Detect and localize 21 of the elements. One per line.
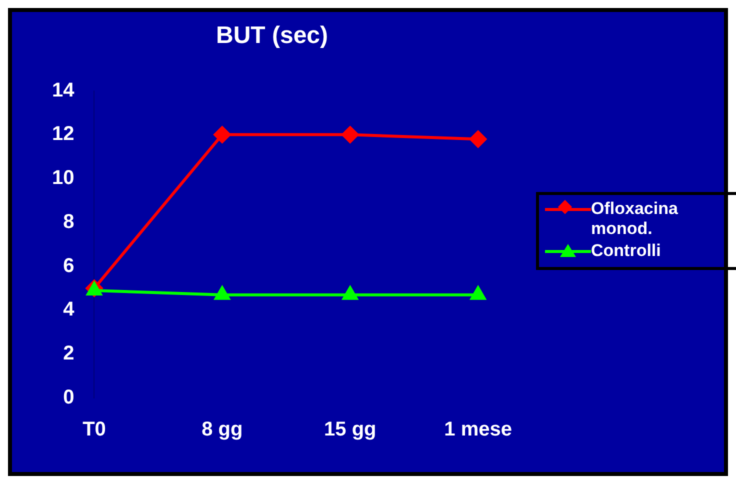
y-tick-label: 10 — [52, 167, 74, 190]
y-tick-label: 0 — [63, 386, 74, 409]
legend-label: Ofloxacina monod. — [591, 199, 679, 239]
x-tick-label: 15 gg — [324, 418, 376, 441]
point — [214, 126, 231, 144]
legend-label: Controlli — [591, 241, 661, 261]
point — [214, 286, 230, 300]
y-tick-label: 8 — [63, 210, 74, 233]
chart-title: BUT (sec) — [216, 22, 328, 50]
y-tick-label: 4 — [63, 298, 76, 321]
point — [470, 286, 486, 300]
y-tick-label: 14 — [52, 79, 76, 102]
x-tick-label: T0 — [82, 418, 106, 441]
y-tick-label: 2 — [63, 342, 74, 365]
y-tick-label: 12 — [52, 123, 74, 146]
point — [342, 126, 359, 144]
y-tick-label: 6 — [63, 254, 74, 277]
point — [342, 286, 358, 300]
x-tick-label: 8 gg — [202, 418, 243, 441]
point — [470, 130, 487, 148]
x-tick-label: 1 mese — [444, 418, 512, 441]
